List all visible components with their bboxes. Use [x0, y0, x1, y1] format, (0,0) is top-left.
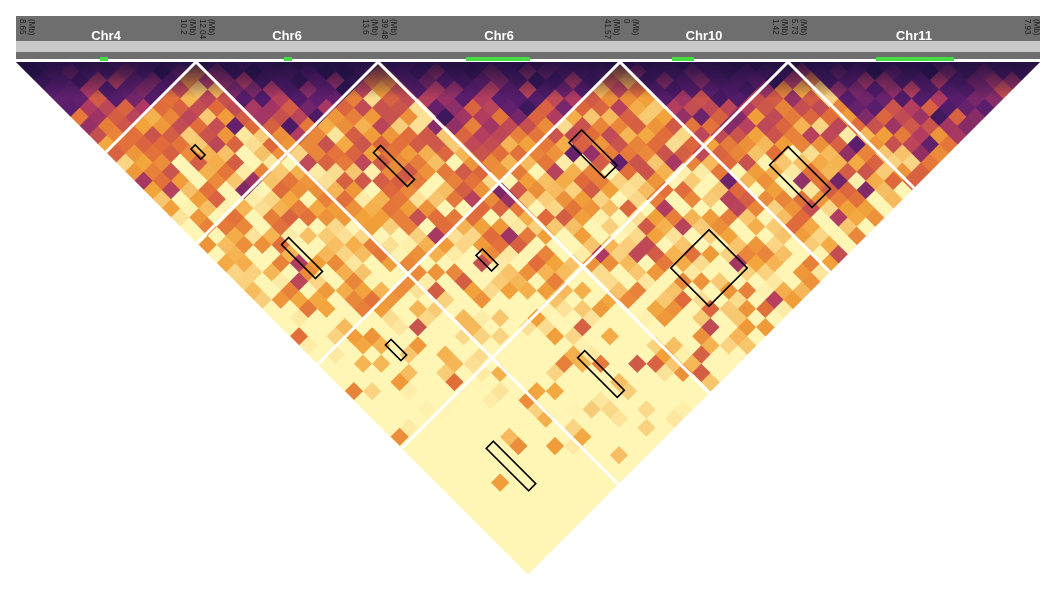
chromosome-name: Chr4 — [91, 28, 121, 43]
region-separator-right — [376, 62, 711, 395]
snp-marker — [100, 57, 108, 61]
chromosome-name: Chr10 — [686, 28, 723, 43]
ld-block-highlight — [372, 144, 416, 188]
region-start-label-unit: (Mb) — [27, 19, 36, 36]
snp-marker — [876, 57, 954, 61]
region-start-label: 12.04 — [198, 19, 207, 40]
region-separators — [104, 62, 916, 486]
region-start-label-unit: (Mb) — [207, 19, 216, 36]
region-end-label: 41.57 — [603, 19, 612, 40]
region-separator-left — [104, 62, 198, 154]
region-separator-right — [618, 62, 832, 274]
snp-marker — [466, 57, 530, 61]
region-separator-right — [786, 62, 916, 190]
region-start-label-unit: (Mb) — [799, 19, 808, 36]
ld-block-highlight — [280, 236, 324, 280]
ld-block-outlines — [189, 128, 832, 492]
region-start-label-unit: (Mb) — [389, 19, 398, 36]
region-start-label-unit: (Mb) — [631, 19, 640, 36]
region-end-label-unit: (Mb) — [1032, 19, 1041, 36]
region-end-label: 7.93 — [1023, 19, 1032, 35]
ld-block-highlight — [189, 143, 207, 161]
snp-marker — [284, 57, 292, 61]
ld-heatmap-cells — [16, 62, 1040, 574]
region-separator-left — [400, 62, 790, 450]
ld-block-highlight — [576, 349, 626, 399]
heatmap-diagonal-band — [16, 62, 1040, 98]
region-separator-left — [195, 62, 380, 245]
region-start-label: 5.73 — [790, 19, 799, 35]
ld-block-highlight — [384, 338, 408, 362]
region-end-label: 1.42 — [771, 19, 780, 35]
region-separator-left — [316, 62, 622, 366]
ld-block-highlight — [669, 228, 749, 308]
region-end-label-unit: (Mb) — [780, 19, 789, 36]
chromosome-name: Chr6 — [484, 28, 514, 43]
region-end-label: 10.2 — [179, 19, 188, 35]
chromosome-name: Chr11 — [896, 28, 932, 43]
snp-marker — [672, 57, 694, 61]
ld-block-highlight — [768, 145, 832, 209]
ld-block-highlight — [485, 440, 537, 492]
ld-block-highlight — [474, 247, 500, 273]
region-start-label: 0 — [622, 19, 631, 24]
region-end-label-unit: (Mb) — [188, 19, 197, 36]
ld-block-highlight — [567, 128, 619, 180]
region-end-label-unit: (Mb) — [612, 19, 621, 36]
region-end-label: 13.6 — [361, 19, 370, 35]
region-start-label: 39.48 — [380, 19, 389, 40]
region-end-label-unit: (Mb) — [370, 19, 379, 36]
region-start-label: 8.65 — [18, 19, 27, 35]
chromosome-name: Chr6 — [272, 28, 302, 43]
